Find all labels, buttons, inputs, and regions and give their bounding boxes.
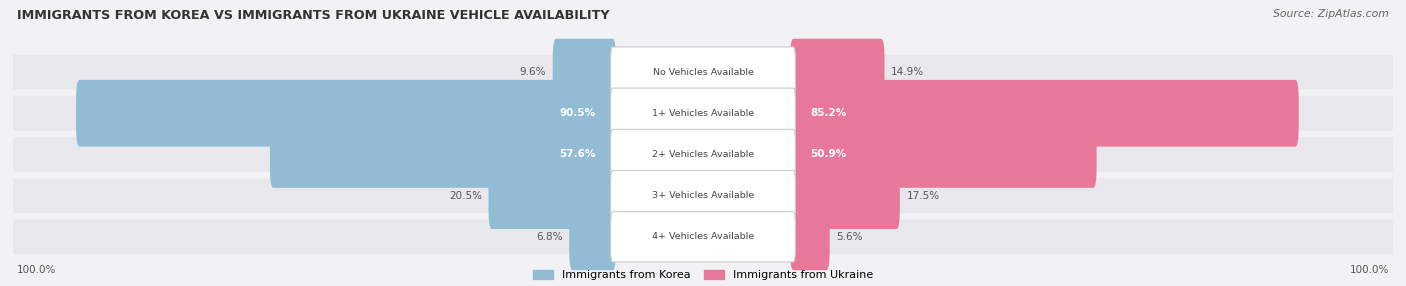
FancyBboxPatch shape	[13, 55, 1393, 89]
FancyBboxPatch shape	[790, 121, 1097, 188]
FancyBboxPatch shape	[790, 39, 884, 106]
Text: 9.6%: 9.6%	[519, 67, 546, 77]
Text: 14.9%: 14.9%	[891, 67, 924, 77]
Text: 2+ Vehicles Available: 2+ Vehicles Available	[652, 150, 754, 159]
Text: 1+ Vehicles Available: 1+ Vehicles Available	[652, 109, 754, 118]
Text: 57.6%: 57.6%	[560, 150, 596, 159]
Text: 20.5%: 20.5%	[449, 191, 482, 200]
Text: IMMIGRANTS FROM KOREA VS IMMIGRANTS FROM UKRAINE VEHICLE AVAILABILITY: IMMIGRANTS FROM KOREA VS IMMIGRANTS FROM…	[17, 9, 609, 21]
Text: 90.5%: 90.5%	[560, 108, 596, 118]
Text: 100.0%: 100.0%	[1350, 265, 1389, 275]
FancyBboxPatch shape	[270, 121, 616, 188]
FancyBboxPatch shape	[488, 162, 616, 229]
FancyBboxPatch shape	[76, 80, 616, 147]
Text: 17.5%: 17.5%	[907, 191, 939, 200]
Text: 6.8%: 6.8%	[536, 232, 562, 242]
FancyBboxPatch shape	[610, 88, 796, 138]
FancyBboxPatch shape	[790, 203, 830, 270]
FancyBboxPatch shape	[610, 47, 796, 97]
Text: 4+ Vehicles Available: 4+ Vehicles Available	[652, 232, 754, 241]
FancyBboxPatch shape	[790, 162, 900, 229]
Text: 85.2%: 85.2%	[810, 108, 846, 118]
FancyBboxPatch shape	[13, 137, 1393, 172]
Text: 100.0%: 100.0%	[17, 265, 56, 275]
FancyBboxPatch shape	[13, 96, 1393, 130]
FancyBboxPatch shape	[553, 39, 616, 106]
FancyBboxPatch shape	[610, 170, 796, 221]
FancyBboxPatch shape	[13, 220, 1393, 254]
FancyBboxPatch shape	[610, 212, 796, 262]
Text: No Vehicles Available: No Vehicles Available	[652, 67, 754, 77]
FancyBboxPatch shape	[790, 80, 1299, 147]
Text: 3+ Vehicles Available: 3+ Vehicles Available	[652, 191, 754, 200]
Text: 5.6%: 5.6%	[837, 232, 863, 242]
Text: Source: ZipAtlas.com: Source: ZipAtlas.com	[1274, 9, 1389, 19]
Text: 50.9%: 50.9%	[810, 150, 846, 159]
FancyBboxPatch shape	[569, 203, 616, 270]
Legend: Immigrants from Korea, Immigrants from Ukraine: Immigrants from Korea, Immigrants from U…	[533, 270, 873, 281]
FancyBboxPatch shape	[610, 129, 796, 180]
FancyBboxPatch shape	[13, 178, 1393, 213]
